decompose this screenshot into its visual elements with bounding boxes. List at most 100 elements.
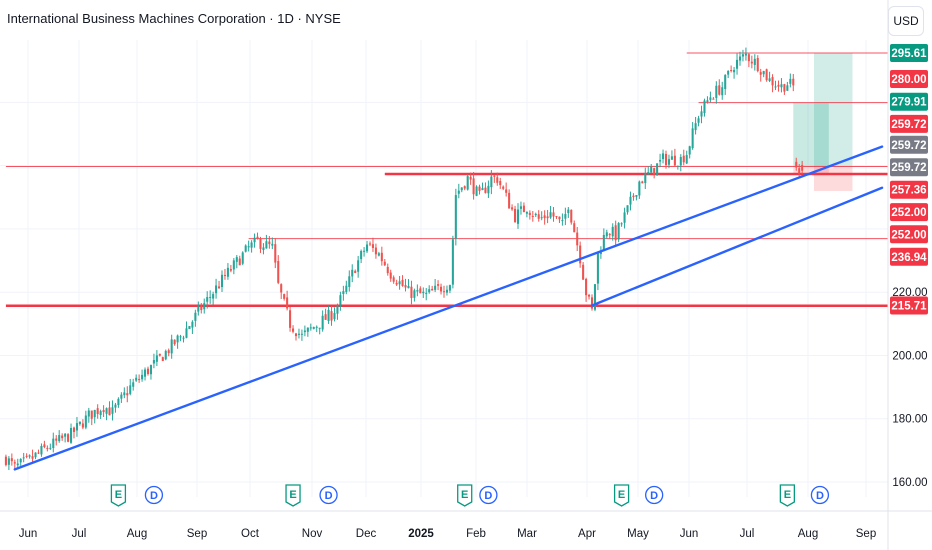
candle <box>561 213 564 226</box>
candle-body <box>564 214 567 219</box>
candle-body <box>691 128 694 149</box>
candle-body <box>738 56 742 61</box>
candle <box>194 309 197 327</box>
candle-body <box>730 70 733 72</box>
candle-body <box>55 438 58 441</box>
currency-button[interactable]: USD <box>888 6 924 36</box>
candle <box>422 287 425 298</box>
price-tag-background <box>890 158 928 177</box>
candle <box>25 453 28 459</box>
candle-body <box>389 272 392 279</box>
candle-body <box>297 333 300 335</box>
candle-body <box>463 186 466 189</box>
candle-body <box>753 58 756 65</box>
candle-body <box>472 178 475 195</box>
candle <box>505 182 508 197</box>
candle-body <box>4 456 7 465</box>
candle-body <box>164 350 167 360</box>
candle <box>629 191 632 211</box>
candle <box>425 288 428 301</box>
candle-body <box>741 54 744 57</box>
candle <box>377 251 380 257</box>
candle <box>632 193 635 201</box>
candle <box>226 263 229 280</box>
candle <box>499 177 502 189</box>
candle <box>525 211 528 218</box>
candle <box>10 453 13 466</box>
candle <box>644 167 647 190</box>
candle <box>718 79 721 96</box>
candle-body <box>342 291 345 294</box>
earnings-badge <box>613 484 630 507</box>
dividend-letter: D <box>325 490 333 502</box>
candle <box>389 269 392 282</box>
candle-body <box>466 176 469 190</box>
candle <box>262 243 265 255</box>
candle <box>540 211 543 221</box>
candle-body <box>679 157 682 166</box>
candle-body <box>283 294 286 299</box>
candle <box>289 306 292 332</box>
price-tag: 252.00 <box>890 225 928 244</box>
candle-body <box>67 434 70 442</box>
trendlines[interactable] <box>13 145 884 471</box>
price-axis[interactable]: 160.00 180.00 200.00 220.00 <box>887 0 928 550</box>
candle-body <box>306 327 309 332</box>
candle-body <box>327 309 330 321</box>
candle-body <box>416 290 419 292</box>
candle-body <box>585 279 588 296</box>
candle-body <box>176 335 179 343</box>
candle-body <box>410 286 413 298</box>
time-tick-label: Jun <box>680 528 699 540</box>
candle <box>753 54 756 71</box>
candle-body <box>339 295 342 305</box>
candle-body <box>549 212 552 218</box>
price-tag-label: 280.00 <box>891 74 926 86</box>
candle-body <box>191 321 194 328</box>
candle-body <box>567 209 570 214</box>
earnings-badge <box>779 484 796 507</box>
candle <box>129 378 132 396</box>
time-axis[interactable]: Jun Jul Aug Sep Oct Nov Dec 2025 Feb Mar Apr May Jun… <box>0 510 932 540</box>
candle <box>774 80 777 91</box>
candle <box>363 247 366 257</box>
candle-body <box>259 238 262 249</box>
candle-body <box>144 369 147 377</box>
candle <box>508 189 511 209</box>
price-tick-label: 180.00 <box>892 414 927 426</box>
candle-body <box>309 327 312 329</box>
horizontal-levels[interactable] <box>5 52 888 308</box>
candle-body <box>215 285 218 294</box>
candle <box>647 166 650 175</box>
candle-body <box>303 330 306 333</box>
time-tick-label: Jul <box>740 528 755 540</box>
candle <box>522 202 525 213</box>
price-tag-label: 252.00 <box>891 229 926 241</box>
candle-body <box>768 78 771 81</box>
candle-body <box>431 288 434 291</box>
dividend-icon: D <box>479 485 498 505</box>
candle <box>762 70 765 78</box>
time-tick-label: Mar <box>517 528 537 540</box>
time-tick-label: Dec <box>356 528 377 540</box>
candle <box>197 301 200 316</box>
candle-body <box>7 458 10 465</box>
candle <box>700 105 703 124</box>
candle <box>383 258 386 267</box>
time-tick-label: Oct <box>241 528 260 540</box>
candle-body <box>505 189 508 193</box>
candle <box>52 432 55 453</box>
candle <box>229 264 232 273</box>
candle-body <box>333 312 336 320</box>
candle-body <box>117 398 120 406</box>
dividend-letter: D <box>650 490 658 502</box>
candle-body <box>274 244 277 263</box>
earnings-icon: E <box>110 484 127 507</box>
candlesticks <box>4 47 804 471</box>
candle <box>771 74 774 93</box>
candle <box>395 279 398 286</box>
candle-body <box>718 85 721 95</box>
candle-body <box>253 237 256 243</box>
